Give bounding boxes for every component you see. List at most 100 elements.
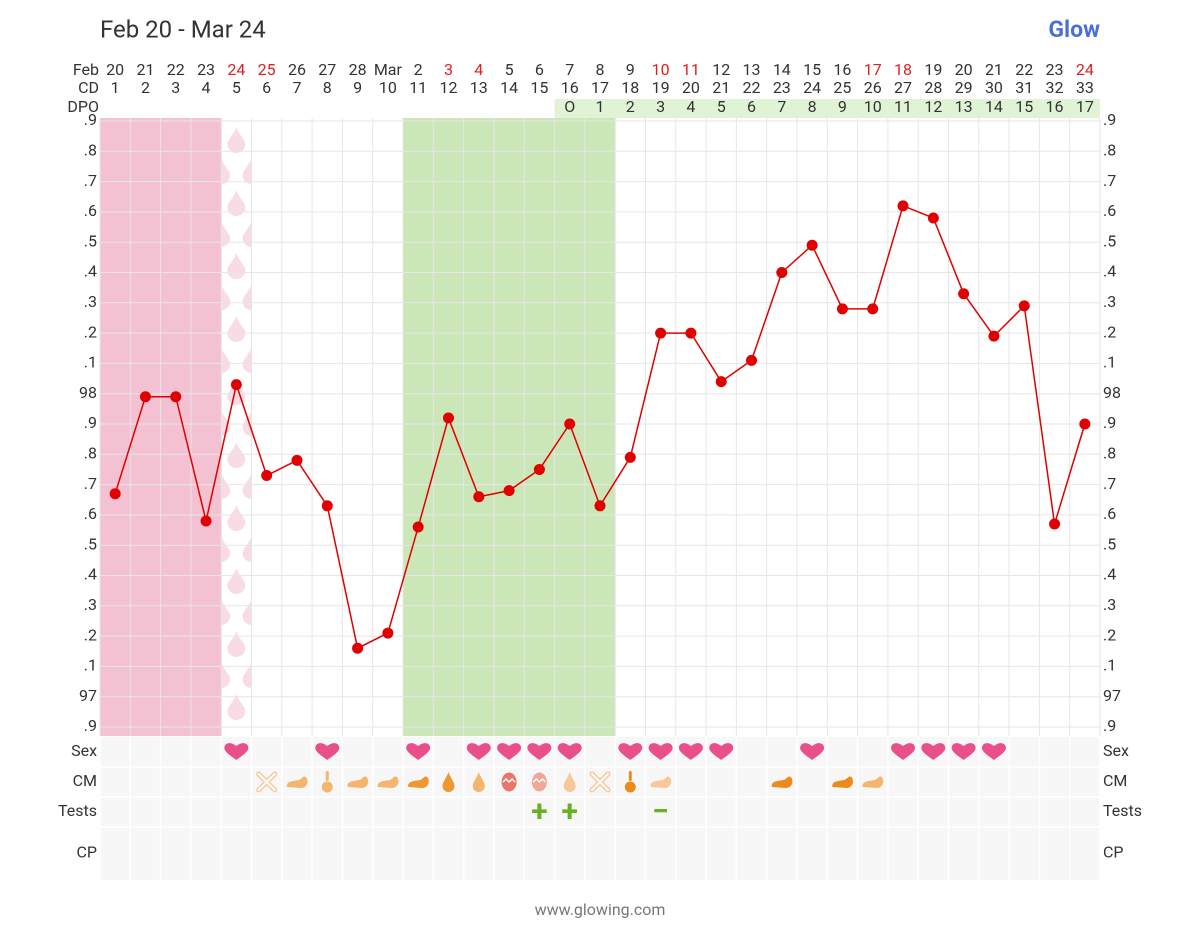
x-tick-label: 25 — [258, 60, 276, 79]
x-tick-label: 20 — [955, 60, 973, 79]
cd-label: 10 — [379, 78, 397, 97]
y-tick-label-right: .3 — [1103, 292, 1116, 311]
test-result: + — [562, 794, 578, 829]
spotting-drop — [221, 662, 231, 688]
y-tick-label: .2 — [84, 322, 97, 341]
dpo-label: 5 — [717, 97, 726, 116]
cm-icon-part — [325, 771, 329, 781]
cm-icon-part — [624, 781, 636, 793]
y-tick-label: .4 — [84, 262, 97, 281]
temperature-point — [958, 288, 970, 300]
cd-label: 9 — [353, 78, 362, 97]
y-tick-label: .6 — [84, 201, 97, 220]
sex-heart — [557, 743, 582, 760]
brand-logo[interactable]: Glow — [1048, 16, 1100, 43]
y-tick-label: .7 — [84, 171, 97, 190]
cm-icon-part — [502, 777, 516, 784]
sex-heart — [618, 743, 643, 760]
temperature-point — [776, 267, 788, 278]
sex-heart — [224, 743, 249, 760]
temperature-point — [382, 627, 394, 639]
sex-heart — [466, 743, 491, 760]
dpo-label: 1 — [596, 97, 605, 116]
spotting-drop — [227, 190, 246, 216]
cm-icon-part — [862, 776, 884, 788]
cm-icon — [472, 772, 485, 792]
x-tick-label: 10 — [652, 60, 670, 79]
cd-label: 12 — [439, 78, 457, 97]
dpo-label: 16 — [1046, 97, 1064, 116]
y-tick-label-right: .2 — [1103, 625, 1116, 644]
y-tick-label: .2 — [84, 625, 97, 644]
fertile-shade — [584, 118, 616, 736]
sex-heart — [406, 743, 431, 760]
x-tick-label: 15 — [803, 60, 821, 79]
dpo-label: 14 — [985, 97, 1003, 116]
temperature-point — [261, 470, 273, 482]
y-tick-label: .9 — [84, 716, 97, 735]
y-tick-label: .5 — [84, 534, 97, 553]
cd-label: 19 — [652, 78, 670, 97]
x-tick-label: Mar — [374, 60, 403, 79]
cd-label: 4 — [202, 78, 211, 97]
cd-label: 29 — [955, 78, 973, 97]
footer-url[interactable]: www.glowing.com — [535, 900, 666, 919]
cm-icon-part — [472, 772, 485, 792]
fertile-shade — [403, 118, 434, 736]
spotting-drop — [221, 536, 231, 562]
fertile-shade — [433, 118, 465, 736]
cd-label: 32 — [1046, 78, 1064, 97]
cd-label: 14 — [500, 78, 518, 97]
spotting-drop — [242, 536, 252, 562]
dpo-label: 2 — [626, 97, 635, 116]
row-label-right: Tests — [1103, 801, 1142, 820]
cm-icon-part — [347, 776, 369, 788]
y-tick-label: .3 — [84, 595, 97, 614]
x-tick-label: 11 — [682, 60, 700, 79]
temperature-point — [109, 488, 121, 500]
cm-icon — [321, 771, 333, 793]
x-tick-label: 22 — [1015, 60, 1033, 79]
cm-icon — [624, 771, 636, 793]
cm-icon — [832, 776, 854, 788]
cd-label: 3 — [171, 78, 180, 97]
cd-label: 6 — [262, 78, 271, 97]
x-tick-label: 20 — [106, 60, 124, 79]
cm-icon — [501, 772, 517, 792]
cd-label: 22 — [743, 78, 761, 97]
y-tick-label: .8 — [84, 444, 97, 463]
x-tick-label: 27 — [318, 60, 336, 79]
temperature-point — [746, 354, 758, 366]
marks-layer: + + − — [109, 200, 1091, 829]
cm-icon-part — [286, 776, 308, 788]
temperature-point — [897, 200, 909, 212]
spotting-drop — [221, 410, 231, 436]
temperature-point — [624, 451, 636, 463]
cm-icon — [650, 776, 672, 788]
spotting-drop — [227, 631, 246, 657]
cm-icon-part — [532, 777, 546, 784]
spotting-drop — [227, 253, 246, 279]
sex-heart — [678, 743, 703, 760]
x-tick-label: 23 — [197, 60, 215, 79]
y-tick-label-right: .9 — [1103, 413, 1116, 432]
spotting-drop — [221, 284, 231, 310]
cm-icon-part — [563, 772, 576, 792]
cm-icon-part — [591, 773, 609, 791]
y-tick-label-right: .5 — [1103, 231, 1116, 250]
temperature-point — [1049, 518, 1061, 530]
temperature-point — [655, 327, 667, 339]
title: Feb 20 - Mar 24 — [100, 15, 266, 43]
dpo-label: 12 — [924, 97, 942, 116]
cm-icon — [862, 776, 884, 788]
y-tick-label: .9 — [84, 110, 97, 129]
cm-icon-part — [771, 776, 793, 788]
spotting-drop — [221, 347, 231, 373]
dpo-label: 11 — [894, 97, 912, 116]
y-tick-label-right: .9 — [1103, 716, 1116, 735]
row-label-right: CM — [1103, 771, 1127, 790]
y-tick-label-right: .4 — [1103, 262, 1116, 281]
cd-label: 28 — [924, 78, 942, 97]
cd-label: 1 — [111, 78, 120, 97]
